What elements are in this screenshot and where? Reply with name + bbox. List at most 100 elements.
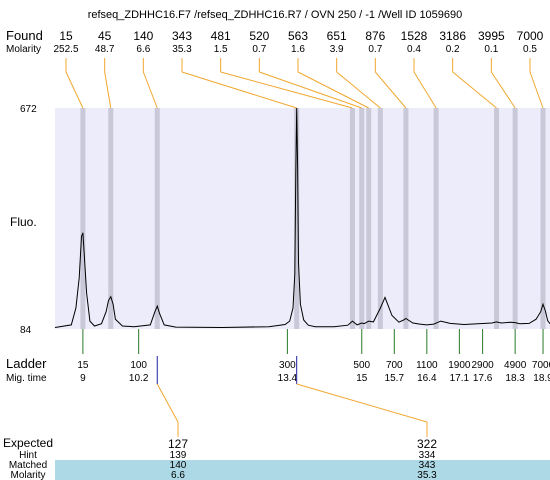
found-leaders	[65, 58, 544, 109]
found-size-label: 3186	[439, 29, 466, 43]
expected-label: Expected	[3, 436, 53, 450]
expected-leader	[156, 383, 179, 423]
peak-band	[403, 108, 409, 329]
peak-band	[294, 108, 300, 329]
ladder-size-label: 1100	[416, 360, 438, 371]
molarity-value: 35.3	[417, 470, 437, 480]
ladder-size-label: 2900	[471, 360, 494, 371]
found-size-label: 343	[172, 29, 192, 43]
found-molarity-label: 0.2	[446, 44, 460, 55]
found-molarity-label: 0.5	[523, 44, 537, 55]
found-leader	[374, 71, 407, 109]
found-molarity-label: 3.9	[330, 44, 344, 55]
fluo-axis-label: Fluo.	[10, 215, 37, 229]
found-size-label: 1528	[401, 29, 428, 43]
ladder-time-label: 10.2	[129, 373, 149, 384]
found-size-label: 7000	[517, 29, 544, 43]
peak-band	[359, 108, 365, 329]
peak-band	[154, 108, 160, 329]
found-molarity-label: 0.7	[252, 44, 266, 55]
ladder-size-label: 100	[130, 360, 147, 371]
expected-leader	[296, 383, 428, 423]
found-leader	[452, 71, 497, 109]
found-molarity-label: 0.4	[407, 44, 421, 55]
found-molarity-label: 0.7	[368, 44, 382, 55]
found-leader	[413, 71, 437, 109]
ladder-size-label: 15	[77, 360, 89, 371]
mig-time-label: Mig. time	[6, 373, 47, 384]
fluorescence-trace	[54, 107, 550, 329]
ladder-size-label: 4900	[504, 360, 527, 371]
found-size-label: 651	[327, 29, 347, 43]
ladder-time-label: 18.9	[533, 373, 550, 384]
found-leader	[336, 71, 381, 109]
found-molarity-label: 0.1	[484, 44, 498, 55]
ladder-size-label: 7000	[532, 360, 550, 371]
y-tick-label: 84	[20, 325, 32, 336]
found-leader	[104, 71, 112, 109]
found-size-label: 876	[365, 29, 385, 43]
found-label: Found	[6, 28, 43, 43]
y-tick-label: 672	[20, 104, 37, 115]
peak-band	[349, 108, 355, 329]
hint-value: 139	[170, 450, 187, 461]
ladder-markers: 15 9 100 10.2 300 13.4 500 15 700 15.7 1100 16.4 190…	[77, 329, 550, 384]
found-leader	[65, 71, 84, 109]
matched-row-background	[55, 460, 550, 480]
hint-value: 334	[419, 450, 436, 461]
peak-band	[433, 108, 439, 329]
found-leader	[529, 71, 544, 109]
ladder-time-label: 15	[356, 373, 368, 384]
found-molarity-label: 6.6	[136, 44, 150, 55]
chart-title: refseq_ZDHHC16.F7 /refseq_ZDHHC16.R7 / O…	[88, 9, 463, 21]
found-leader	[259, 71, 362, 109]
found-labels: 15252.54548.71406.634335.34811.55200.756…	[53, 29, 543, 55]
matched-label: Matched	[9, 460, 47, 471]
found-leader	[490, 71, 516, 109]
ladder-size-label: 700	[386, 360, 403, 371]
peak-band	[512, 108, 518, 329]
ladder-size-label: 1900	[448, 360, 471, 371]
molarity-bottom-label: Molarity	[10, 470, 45, 480]
found-size-label: 520	[249, 29, 269, 43]
found-molarity-label: 35.3	[172, 44, 192, 55]
ladder-time-label: 15.7	[385, 373, 405, 384]
plot-area	[55, 108, 550, 329]
expected-size-label: 127	[168, 437, 188, 451]
matched-value: 140	[170, 460, 187, 471]
found-molarity-label: 1.6	[291, 44, 305, 55]
expected-size-label: 322	[417, 437, 437, 451]
found-molarity-label: 252.5	[53, 44, 78, 55]
peak-band	[80, 108, 86, 329]
y-axis-ticks: 84 672	[20, 104, 37, 336]
ladder-time-label: 18.3	[505, 373, 525, 384]
found-size-label: 140	[133, 29, 153, 43]
found-size-label: 15	[59, 29, 73, 43]
found-size-label: 3995	[478, 29, 505, 43]
ladder-time-label: 17.1	[450, 373, 470, 384]
found-size-label: 481	[211, 29, 231, 43]
found-size-label: 45	[98, 29, 112, 43]
peak-band	[366, 108, 372, 329]
found-leader	[142, 71, 158, 109]
ladder-size-label: 300	[279, 360, 296, 371]
ladder-time-label: 17.6	[473, 373, 493, 384]
molarity-value: 6.6	[171, 470, 185, 480]
found-molarity-label: 48.7	[95, 44, 115, 55]
ladder-time-label: 16.4	[417, 373, 437, 384]
found-size-label: 563	[288, 29, 308, 43]
found-molarity-label: 1.5	[214, 44, 228, 55]
molarity-label: Molarity	[6, 44, 41, 55]
peak-band	[108, 108, 114, 329]
ladder-label: Ladder	[6, 356, 47, 371]
ladder-time-label: 9	[80, 373, 86, 384]
matched-value: 343	[419, 460, 436, 471]
peak-bands	[80, 108, 546, 329]
found-leader	[220, 71, 353, 109]
peak-band	[377, 108, 383, 329]
ladder-size-label: 500	[353, 360, 370, 371]
hint-label: Hint	[19, 450, 37, 461]
peak-band	[540, 108, 546, 329]
